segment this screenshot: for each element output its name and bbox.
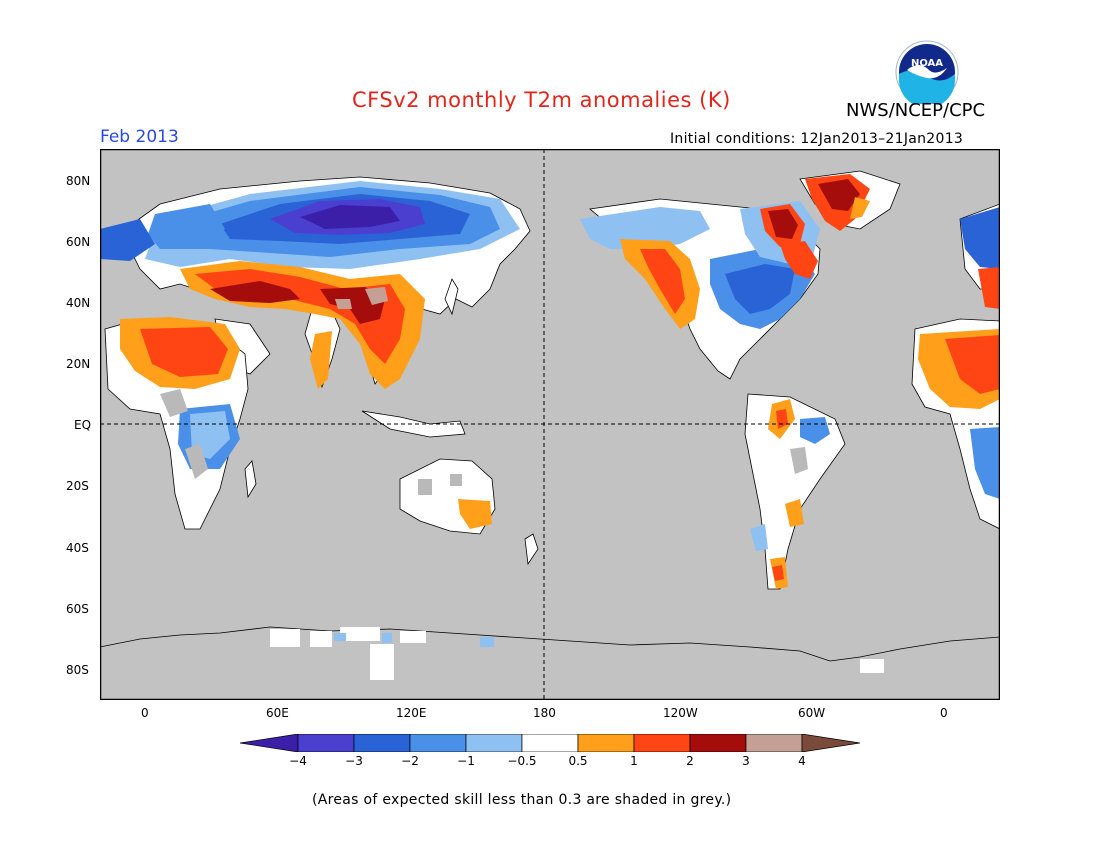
lat-label: 20S: [66, 479, 89, 493]
south-america-anomalies: [750, 399, 830, 589]
colorbar-bin: [689, 734, 747, 752]
colorbar-arrow-low: [240, 734, 299, 752]
forecast-month: Feb 2013: [100, 127, 179, 147]
lon-label: 0: [940, 706, 948, 720]
africa-anomalies: [160, 389, 240, 479]
lat-label: EQ: [74, 418, 92, 432]
colorbar-label: 4: [798, 754, 806, 768]
lon-label: 0: [141, 706, 149, 720]
colorbar: [240, 734, 860, 752]
colorbar-bin: [465, 734, 523, 752]
colorbar-label: −3: [345, 754, 363, 768]
lat-label: 40S: [66, 541, 89, 555]
lon-label: 120E: [396, 706, 427, 720]
skill-footnote: (Areas of expected skill less than 0.3 a…: [312, 792, 732, 808]
antarctica-blue-patches: [334, 633, 494, 647]
colorbar-bin: [745, 734, 803, 752]
lat-label: 60S: [66, 602, 89, 616]
colorbar-label: 1: [630, 754, 638, 768]
anomaly-map: [100, 149, 1000, 700]
colorbar-bin: [633, 734, 691, 752]
lat-label: 80N: [66, 174, 91, 188]
colorbar-bin: [577, 734, 635, 752]
agency-label: NWS/NCEP/CPC: [846, 100, 986, 121]
svg-text:NOAA: NOAA: [911, 58, 943, 69]
lat-label: 80S: [66, 663, 89, 677]
colorbar-label: −4: [289, 754, 307, 768]
cold-anomaly-europe: [100, 204, 225, 261]
greenland-anomalies: [805, 174, 870, 231]
colorbar-bin: [297, 734, 355, 752]
right-edge-anomalies: [918, 207, 1000, 499]
lon-label: 180: [533, 706, 556, 720]
colorbar-bin: [353, 734, 411, 752]
north-america-anomalies: [580, 201, 820, 329]
colorbar-label: 0.5: [568, 754, 588, 768]
map-title: CFSv2 monthly T2m anomalies (K): [352, 88, 731, 112]
lat-label: 60N: [66, 235, 91, 249]
colorbar-bin: [521, 734, 579, 752]
colorbar-bin: [409, 734, 467, 752]
cold-anomaly-siberia: [145, 181, 520, 269]
colorbar-label: −0.5: [507, 754, 537, 768]
initial-conditions: Initial conditions: 12Jan2013–21Jan2013: [670, 131, 964, 147]
colorbar-label: 3: [742, 754, 750, 768]
warm-anomaly-asia-africa: [120, 261, 425, 389]
antarctica-patches: [270, 627, 884, 680]
lat-label: 40N: [66, 296, 91, 310]
noaa-logo: NOAA: [895, 40, 959, 104]
colorbar-arrow-high: [801, 734, 860, 752]
lat-label: 20N: [66, 357, 91, 371]
colorbar-label: 2: [686, 754, 694, 768]
lon-label: 60W: [798, 706, 826, 720]
lon-label: 60E: [266, 706, 289, 720]
lon-label: 120W: [663, 706, 698, 720]
colorbar-label: −1: [457, 754, 475, 768]
australia-anomalies: [418, 474, 492, 529]
colorbar-label: −2: [401, 754, 419, 768]
